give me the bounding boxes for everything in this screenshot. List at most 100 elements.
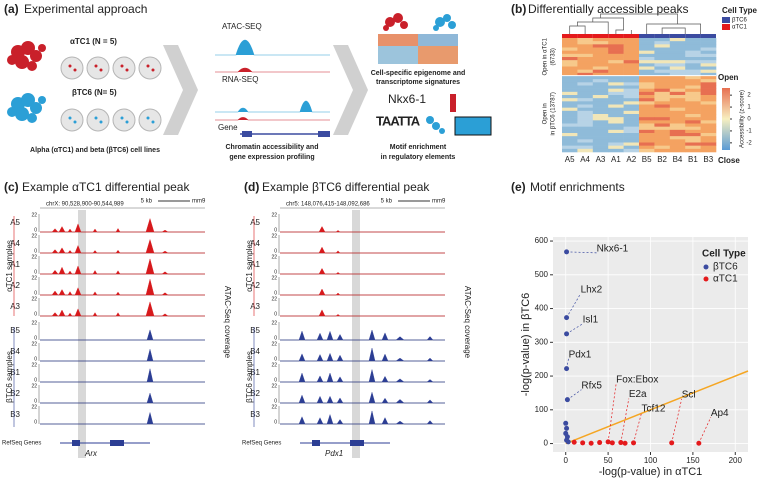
heat-cell [577,136,594,140]
heat-cell [639,123,655,127]
heat-cell [608,123,624,127]
leader [566,251,597,254]
text: 22 [271,296,277,302]
heat-cell [608,82,624,86]
heat-cell [562,110,578,115]
heat-cell [639,104,655,108]
heat-cell [639,133,655,137]
heat-cell [623,117,640,121]
heat-cell [577,60,594,64]
heat-cell [669,114,686,118]
heat-cell [592,107,609,112]
coverage-track [280,348,445,362]
heat-cell [577,66,594,70]
heat-cell [592,41,609,45]
text: 0 [34,398,37,404]
heat-cell [623,110,640,115]
text: 200 [729,456,743,465]
heat-cell [669,72,686,77]
heat-cell [685,38,701,42]
heat-cell [669,66,686,70]
heat-cell [592,101,609,105]
legend-marker [703,276,709,282]
heat-cell [685,133,701,137]
annotation-cell [577,34,593,38]
colorbar [722,88,730,150]
text: in βTC6 (13787) [551,92,557,135]
text: 0 [274,398,277,404]
heat-cell [608,142,624,146]
diagonal [565,370,749,445]
heat-cell [623,85,640,89]
point [696,440,702,446]
heat-cell [562,47,578,51]
text: 0 [274,419,277,425]
heat-cell [592,88,609,93]
heat-cell [654,57,671,61]
text: (e) [511,180,526,194]
heat-cell [654,148,671,153]
heat-cell [608,60,624,64]
heat-cell [592,82,609,86]
text: A1 [10,260,20,269]
heat-cell [669,139,686,143]
heat-cell [654,88,671,93]
heat-cell [685,91,701,96]
heat-cell [623,98,640,102]
heat-cell [577,79,594,83]
heat-cell [562,107,578,112]
rna-peak [215,117,330,121]
heat-cell [669,104,686,108]
heat-cell [623,133,640,137]
heat-cell [577,126,594,131]
heat-cell [685,145,701,150]
text: A4 [10,239,20,248]
text: A5 [250,218,260,227]
heat-cell [608,69,624,74]
heat-cell [592,53,609,58]
text: αTC1 samples [245,240,254,292]
heat-cell [577,148,594,153]
heat-cell [639,148,655,153]
heat-cell [685,117,701,121]
text: Accessibility (z-score) [740,90,746,148]
annotation-cell [562,34,578,38]
text: RefSeq Genes [242,441,281,447]
heat-cell [592,126,609,131]
heat-cell [592,142,609,146]
text: 22 [31,254,37,260]
point-label: Isl1 [583,315,599,326]
heat-cell [685,47,701,51]
mini-cells [383,13,408,31]
heat-cell [562,66,578,70]
annotation-cell [639,34,655,38]
heat-cell [592,133,609,137]
text: Alpha (αTC1) and beta (βTC6) cell lines [30,147,160,154]
heat-cell [608,44,624,48]
heat-cell [700,66,717,70]
heat-cell [639,114,655,118]
text: 22 [271,383,277,389]
heat-cell [608,47,624,51]
coverage-track [40,392,205,404]
text: chr5: 148,076,415-148,092,686 [286,202,370,208]
heat-cell [700,41,717,45]
heat-cell [639,129,655,134]
text: 22 [271,362,277,368]
point [565,439,571,445]
text: RNA-SEQ [222,75,258,84]
arrow [333,45,368,135]
text: B5 [642,155,652,164]
heat-cell [623,91,640,96]
text: A4 [580,155,590,164]
heat-cell [654,38,671,42]
alpha-cells [7,41,46,71]
heat-cell [639,38,655,42]
heat-cell [623,66,640,70]
heat-cell [608,98,624,102]
coverage-track [40,258,205,275]
heat-cell [700,117,717,121]
heat-cell [562,117,578,121]
heat-cell [685,66,701,70]
